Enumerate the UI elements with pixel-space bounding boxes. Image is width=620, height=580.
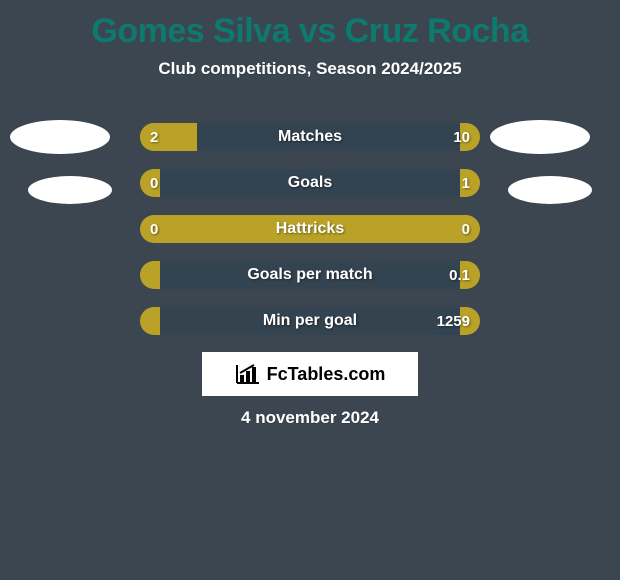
stat-bar-right-segment bbox=[160, 261, 459, 289]
stat-row: Goals0 1 bbox=[0, 169, 620, 215]
stat-row: Goals per match0.1 bbox=[0, 261, 620, 307]
stat-value-right: 0 bbox=[462, 215, 470, 243]
stat-row: Min per goal1259 bbox=[0, 307, 620, 353]
stat-row: Matches2 10 bbox=[0, 123, 620, 169]
stat-value-right: 1259 bbox=[437, 307, 470, 335]
comparison-infographic: Gomes Silva vs Cruz Rocha Club competiti… bbox=[0, 0, 620, 580]
page-title: Gomes Silva vs Cruz Rocha bbox=[0, 0, 620, 51]
stat-bar-right-segment bbox=[197, 123, 460, 151]
brand-box: FcTables.com bbox=[202, 352, 418, 396]
stat-value-right: 10 bbox=[453, 123, 470, 151]
brand-text: FcTables.com bbox=[267, 364, 386, 385]
stat-rows: Matches210Goals01Hattricks00Goals per ma… bbox=[0, 123, 620, 353]
brand-chart-icon bbox=[235, 363, 261, 385]
stat-bar: Goals bbox=[140, 169, 480, 197]
stat-value-left: 0 bbox=[150, 169, 158, 197]
stat-value-right: 1 bbox=[462, 169, 470, 197]
stat-value-left: 2 bbox=[150, 123, 158, 151]
stat-bar: Min per goal bbox=[140, 307, 480, 335]
stat-value-left: 0 bbox=[150, 215, 158, 243]
stat-bar: Goals per match bbox=[140, 261, 480, 289]
stat-bar: Hattricks bbox=[140, 215, 480, 243]
stat-row: Hattricks0 0 bbox=[0, 215, 620, 261]
stat-label: Hattricks bbox=[140, 215, 480, 243]
generation-date: 4 november 2024 bbox=[0, 408, 620, 428]
stat-bar-left-segment bbox=[140, 123, 197, 151]
stat-bar: Matches bbox=[140, 123, 480, 151]
stat-bar-right-segment bbox=[160, 169, 459, 197]
page-subtitle: Club competitions, Season 2024/2025 bbox=[0, 59, 620, 79]
stat-bar-right-segment bbox=[160, 307, 459, 335]
stat-value-right: 0.1 bbox=[449, 261, 470, 289]
